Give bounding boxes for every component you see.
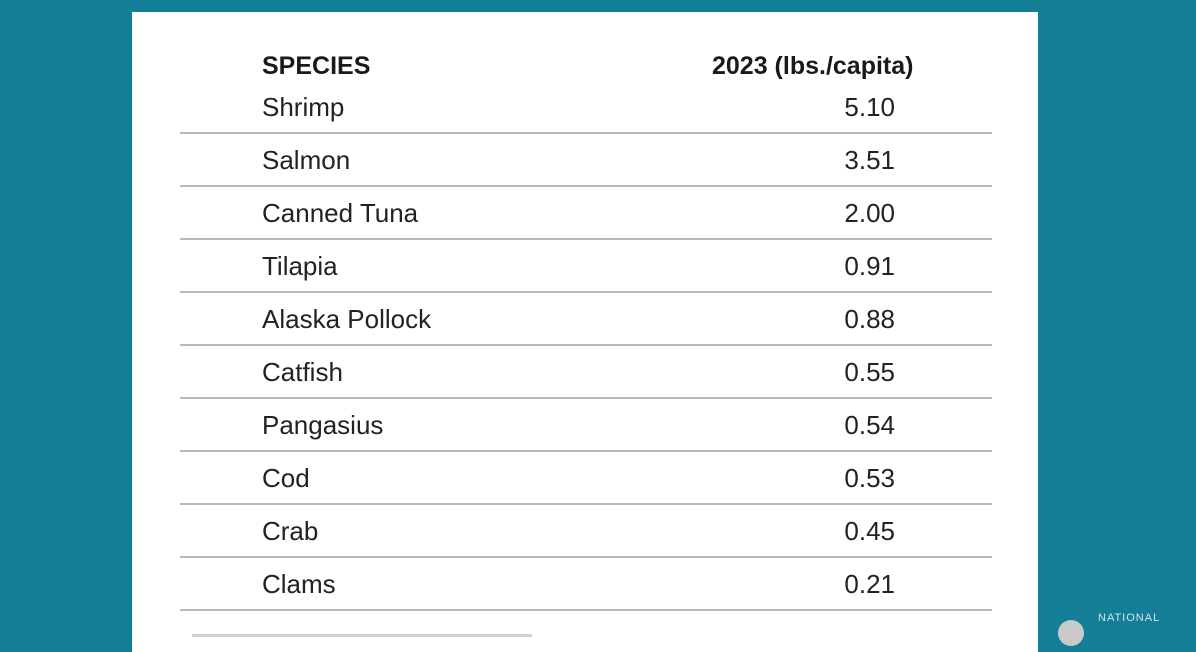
column-header-2023-lbs-per-capita: 2023 (lbs./capita) <box>712 52 914 80</box>
consumption-value: 0.88 <box>844 304 895 334</box>
species-name: Pangasius <box>262 410 384 440</box>
species-name: Tilapia <box>262 251 338 281</box>
table-body: Shrimp 5.10 Salmon 3.51 Canned Tuna 2.00… <box>132 92 1038 622</box>
table-row: Tilapia 0.91 <box>132 251 1038 304</box>
table-row: Clams 0.21 <box>132 569 1038 622</box>
species-name: Canned Tuna <box>262 198 419 228</box>
species-name: Clams <box>262 569 336 599</box>
table-row: Crab 0.45 <box>132 516 1038 569</box>
species-name: Shrimp <box>262 92 345 122</box>
consumption-value: 2.00 <box>844 198 895 228</box>
column-header-species: SPECIES <box>262 52 371 80</box>
consumption-value: 0.91 <box>844 251 895 281</box>
species-name: Catfish <box>262 357 343 387</box>
species-name: Cod <box>262 463 310 493</box>
consumption-value: 5.10 <box>844 92 895 122</box>
species-table-card: SPECIES 2023 (lbs./capita) Shrimp 5.10 S… <box>132 12 1038 652</box>
consumption-value: 0.54 <box>844 410 895 440</box>
table-row: Salmon 3.51 <box>132 145 1038 198</box>
table-row: Alaska Pollock 0.88 <box>132 304 1038 357</box>
cut-off-footer-text <box>192 630 592 640</box>
table-row: Canned Tuna 2.00 <box>132 198 1038 251</box>
table-row: Pangasius 0.54 <box>132 410 1038 463</box>
species-name: Crab <box>262 516 319 546</box>
table-header: SPECIES 2023 (lbs./capita) <box>132 52 1038 88</box>
consumption-value: 0.45 <box>844 516 895 546</box>
table-row: Cod 0.53 <box>132 463 1038 516</box>
agency-logo-text: NATIONAL <box>1098 612 1161 624</box>
consumption-value: 0.53 <box>844 463 895 493</box>
consumption-value: 0.55 <box>844 357 895 387</box>
species-name: Alaska Pollock <box>262 304 432 334</box>
table-row: Catfish 0.55 <box>132 357 1038 410</box>
agency-logo-icon <box>1058 620 1084 646</box>
species-name: Salmon <box>262 145 351 175</box>
consumption-value: 3.51 <box>844 145 895 175</box>
consumption-value: 0.21 <box>844 569 895 599</box>
table-row: Shrimp 5.10 <box>132 92 1038 145</box>
